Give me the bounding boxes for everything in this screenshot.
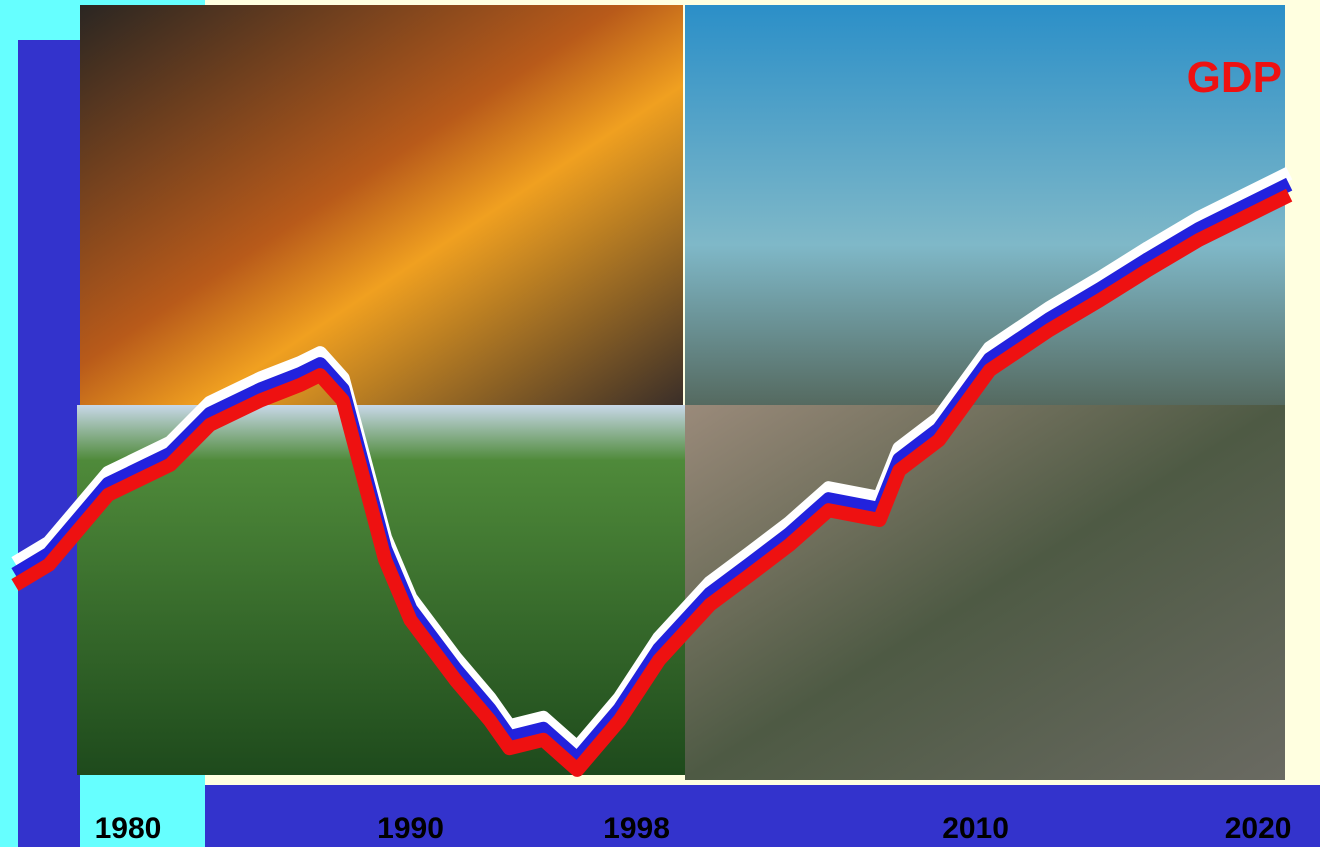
series-label: GDP bbox=[1187, 53, 1282, 102]
x-tick-label: 2010 bbox=[942, 812, 1009, 845]
bottom-band bbox=[205, 785, 1320, 847]
photo-train bbox=[685, 405, 1285, 780]
photo-steel bbox=[80, 5, 683, 405]
x-tick-label: 1980 bbox=[95, 812, 162, 845]
page: {"chart_data": {"type": "line", "x": [19… bbox=[0, 0, 1320, 847]
vertical-band bbox=[18, 40, 80, 847]
x-tick-label: 1998 bbox=[603, 812, 670, 845]
x-tick-label: 1990 bbox=[377, 812, 444, 845]
x-tick-label: 2020 bbox=[1225, 812, 1292, 845]
chart: GDP 1980 1990 1998 2010 2020 bbox=[0, 0, 1320, 847]
